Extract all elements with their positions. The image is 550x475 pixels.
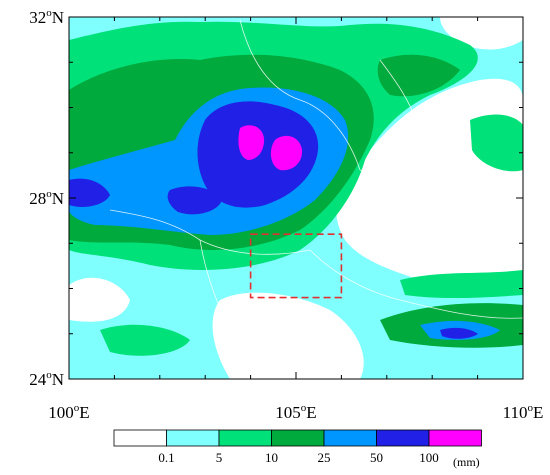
colorbar-level-label: 100 xyxy=(419,450,439,465)
field-east-green xyxy=(470,114,523,172)
field-south-green xyxy=(100,324,190,356)
colorbar-swatch xyxy=(218,429,272,447)
colorbar-level-label: 0.1 xyxy=(158,450,174,465)
colorbar-level-label: 5 xyxy=(216,450,223,465)
field-white-west xyxy=(69,277,130,322)
colorbar-swatch xyxy=(113,429,167,447)
lon-label-105: 105oE xyxy=(275,402,316,422)
field-magenta-2 xyxy=(270,135,303,171)
colorbar-level-label: 50 xyxy=(370,450,383,465)
colorbar-swatch xyxy=(376,429,430,447)
colorbar-swatch xyxy=(271,429,325,447)
colorbar-swatch xyxy=(428,429,482,447)
field-se-band-4 xyxy=(400,270,523,299)
latitude-labels: 32oN 28oN 24oN xyxy=(29,7,64,389)
lat-label-28: 28oN xyxy=(29,188,64,208)
colorbar-level-label: 10 xyxy=(265,450,278,465)
field-darkblue-mid xyxy=(167,186,222,215)
lat-label-32: 32oN xyxy=(29,7,64,27)
colorbar-swatch xyxy=(166,429,220,447)
colorbar-swatch xyxy=(323,429,377,447)
field-magenta-1 xyxy=(238,125,265,160)
longitude-labels: 100oE 105oE 110oE xyxy=(48,402,543,422)
lon-label-100: 100oE xyxy=(48,402,89,422)
field-se-band-3 xyxy=(440,327,478,339)
field-darkblue-west xyxy=(69,178,110,207)
colorbar: 0.1 5 10 25 50 100 xyxy=(113,429,482,465)
precipitation-field xyxy=(69,17,523,379)
lon-label-110: 110oE xyxy=(503,402,544,422)
lat-label-24: 24oN xyxy=(29,369,64,389)
colorbar-unit: (mm) xyxy=(453,455,480,469)
colorbar-level-label: 25 xyxy=(318,450,331,465)
map-axes xyxy=(68,16,524,380)
province-borders xyxy=(109,19,523,379)
field-white-south xyxy=(212,292,364,379)
study-region-box xyxy=(249,233,343,299)
